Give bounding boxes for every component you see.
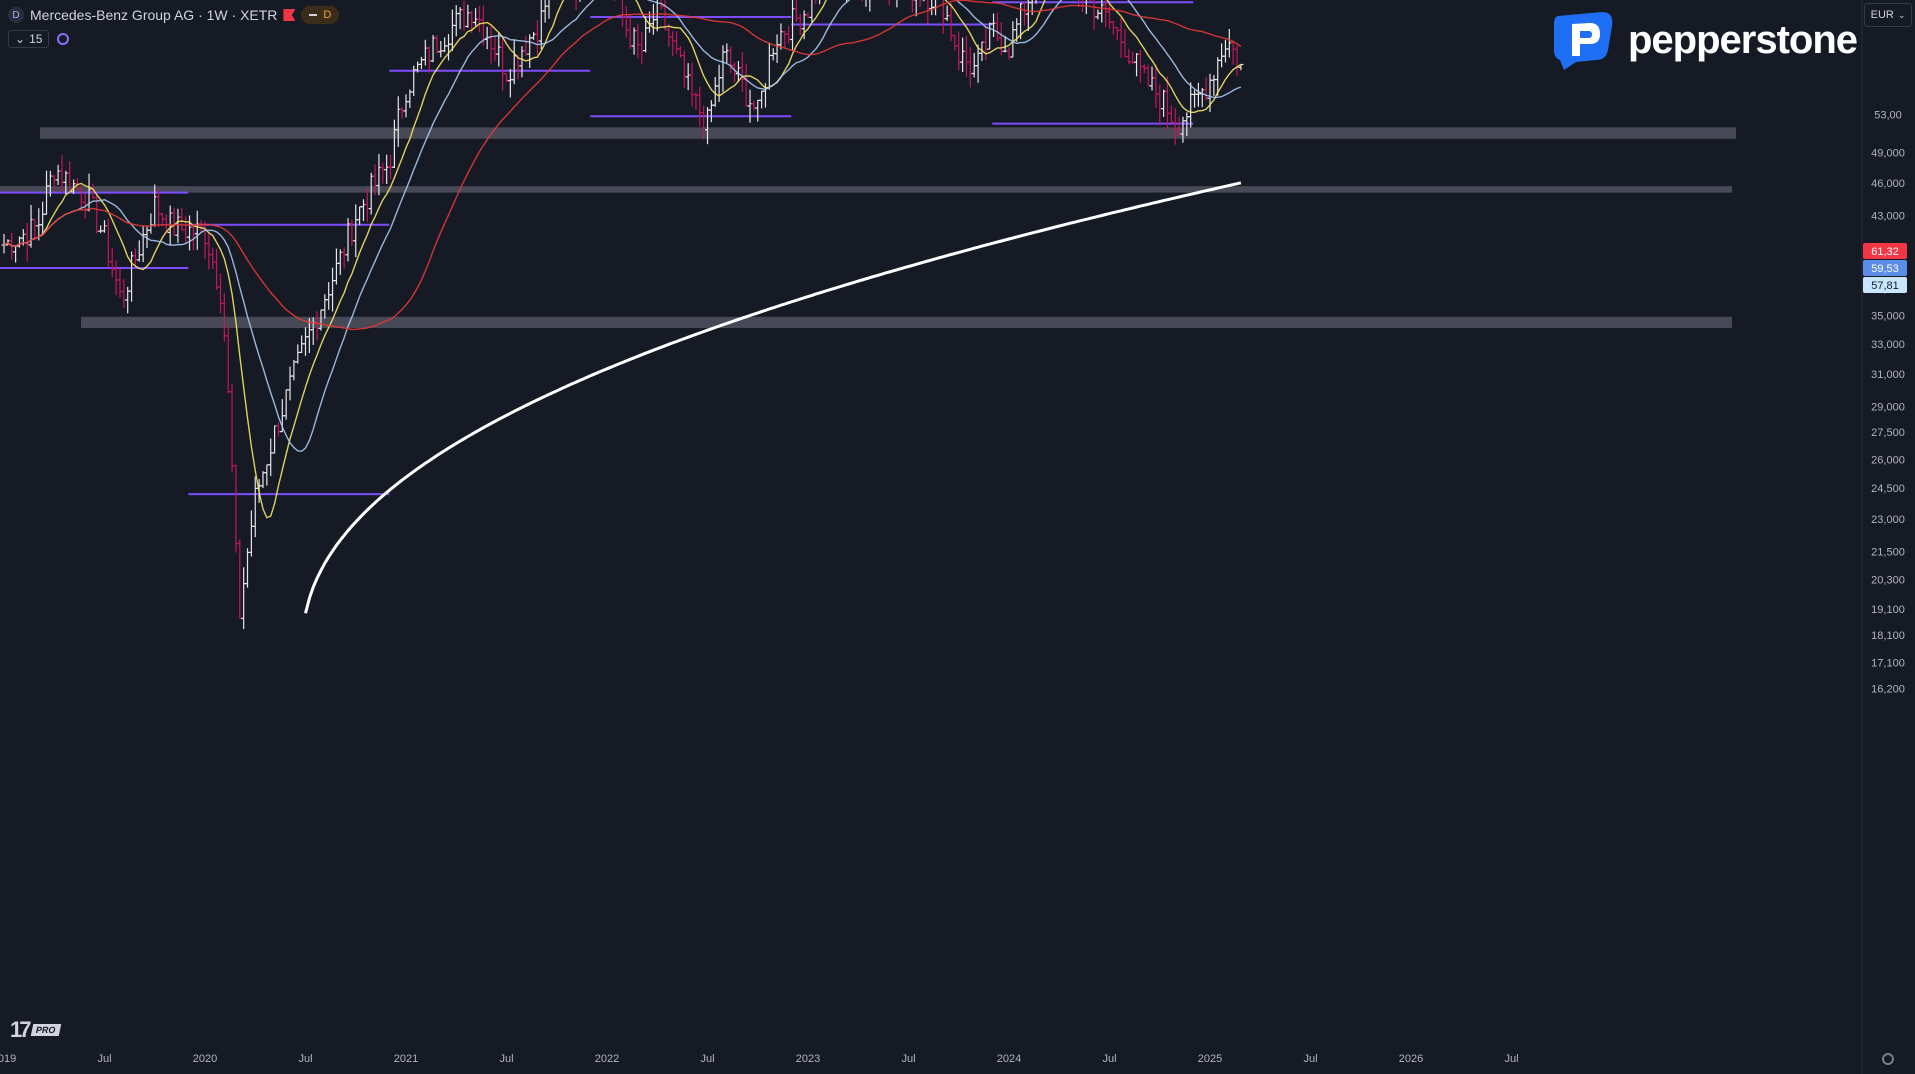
session-pill[interactable]: D [301,6,340,24]
y-tick-label: 29,000 [1871,401,1905,413]
pro-badge: PRO [31,1024,62,1036]
flag-icon[interactable] [283,9,296,21]
candle [1081,0,1084,13]
indicator-bar: ⌄ 15 [8,30,70,48]
logo-text: pepperstone [1628,17,1858,62]
x-tick-label: Jul [901,1053,915,1065]
zone [40,127,1736,139]
price-label: 59,53 [1871,263,1899,275]
y-tick-label: 27,500 [1871,427,1905,439]
price-label-bg [1863,243,1907,259]
x-tick-label: Jul [1303,1053,1317,1065]
x-tick-label: 2021 [394,1053,418,1065]
candle [1238,63,1244,71]
candle [575,0,577,11]
ma-50-line [3,0,1242,331]
dash-icon [309,14,318,16]
chevron-down-icon: ⌄ [1897,9,1906,20]
candle [865,0,867,7]
x-tick-label: 2024 [997,1053,1021,1065]
y-tick-label: 35,000 [1871,310,1905,322]
currency-label: EUR [1870,9,1894,21]
x-tick-label: 2019 [0,1053,16,1065]
candle [809,0,813,23]
x-tick-label: Jul [298,1053,312,1065]
brand-logo: pepperstone [1550,10,1858,70]
session-badge: D [323,9,332,21]
x-tick-label: 2020 [193,1053,217,1065]
candle [1029,0,1033,16]
y-tick-label: 20,300 [1871,574,1905,586]
y-tick-label: 49,000 [1871,147,1905,159]
y-tick-label: 19,100 [1871,604,1905,616]
candle [869,0,871,12]
zone [0,186,1732,193]
y-tick-label: 53,00 [1874,109,1902,121]
y-tick-label: 16,200 [1871,684,1905,696]
y-tick-label: 17,100 [1871,657,1905,669]
pepperstone-logo-icon [1554,12,1613,70]
y-tick-label: 33,000 [1871,339,1905,351]
y-tick-label: 26,000 [1871,454,1905,466]
time-axis[interactable]: 2019 Jul 2020 Jul 2021 Jul 2022 Jul 2023 Jul 2024 J… [0,1053,1519,1065]
x-tick-label: 2025 [1198,1053,1222,1065]
zone [81,316,1732,329]
price-label: 61,32 [1871,246,1899,258]
indicator-toggle[interactable]: ⌄ 15 [8,30,50,48]
candle [1085,0,1087,15]
x-tick-label: Jul [1504,1053,1518,1065]
candle [919,0,923,7]
symbol-badge[interactable]: D [8,7,24,23]
y-tick-label: 21,500 [1871,546,1905,558]
x-tick-label: 2022 [595,1053,619,1065]
y-tick-label: 31,000 [1871,369,1905,381]
ma-200-line [304,181,1242,614]
ma-20-line [3,0,1242,453]
candle [888,0,890,6]
tradingview-logo: 17 PRO [10,1017,62,1043]
x-tick-label: 2023 [796,1053,820,1065]
y-tick-label: 46,000 [1871,178,1905,190]
zone-layer [0,127,1736,329]
candle [921,0,925,2]
moving-average-layer [3,0,1242,614]
x-tick-label: Jul [97,1053,111,1065]
candle [911,0,915,13]
price-label-bg [1863,277,1907,293]
y-tick-label: 43,000 [1871,211,1905,223]
indicator-count: 15 [29,32,43,46]
candle [1077,0,1080,7]
y-tick-label: 24,500 [1871,483,1905,495]
candle [913,0,917,17]
price-label: 57,81 [1871,280,1899,292]
candle [654,0,658,32]
tradingview-logo-icon: 17 [10,1017,32,1042]
x-tick-label: 2026 [1399,1053,1423,1065]
y-tick-label: 23,000 [1871,514,1905,526]
currency-selector[interactable]: EUR ⌄ [1864,3,1912,27]
x-tick-label: Jul [1102,1053,1116,1065]
chart-header: D Mercedes-Benz Group AG · 1W · XETR D [8,5,340,25]
candle-layer [1,0,1244,630]
candle [896,0,898,8]
indicator-settings-icon[interactable] [57,33,70,45]
price-labels: 61,32 59,53 57,81 [1863,243,1907,293]
x-tick-label: Jul [700,1053,714,1065]
price-label-bg [1863,260,1907,276]
candle [546,0,550,19]
ma-10-line [3,0,1242,519]
chart-title[interactable]: Mercedes-Benz Group AG · 1W · XETR [30,7,278,23]
x-tick-label: Jul [499,1053,513,1065]
gear-icon[interactable] [1882,1053,1894,1065]
chevron-down-icon: ⌄ [15,32,26,46]
y-tick-label: 18,100 [1871,630,1905,642]
